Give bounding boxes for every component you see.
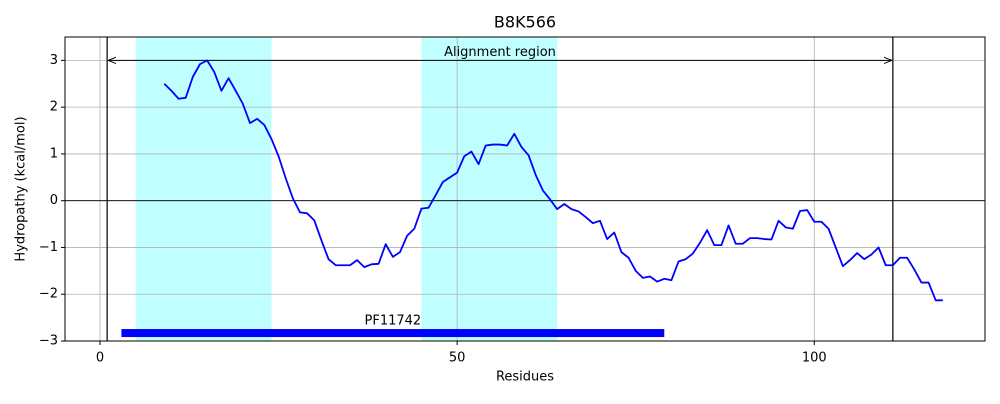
x-tick-label: 0: [96, 351, 104, 366]
y-tick-label: 2: [50, 100, 58, 115]
y-tick-label: 0: [50, 193, 58, 208]
x-tick-label: 100: [802, 351, 827, 366]
shaded-region: [421, 37, 558, 341]
y-tick-label: 1: [50, 146, 58, 161]
y-tick-label: −1: [39, 240, 58, 255]
y-tick-label: 3: [50, 53, 58, 68]
y-axis-label: Hydropathy (kcal/mol): [14, 116, 29, 261]
y-tick-label: −2: [39, 287, 58, 302]
annotation-label: Alignment region: [444, 45, 556, 60]
hydropathy-line: [163, 59, 943, 302]
x-axis-label: Residues: [496, 370, 554, 385]
domain-bar: [121, 329, 665, 338]
shaded-region: [135, 37, 272, 341]
domain-label: PF11742: [365, 314, 422, 329]
y-tick-label: −3: [39, 334, 58, 349]
chart-title: B8K566: [494, 13, 556, 32]
x-tick-label: 50: [449, 351, 466, 366]
plot-frame: [64, 36, 986, 342]
